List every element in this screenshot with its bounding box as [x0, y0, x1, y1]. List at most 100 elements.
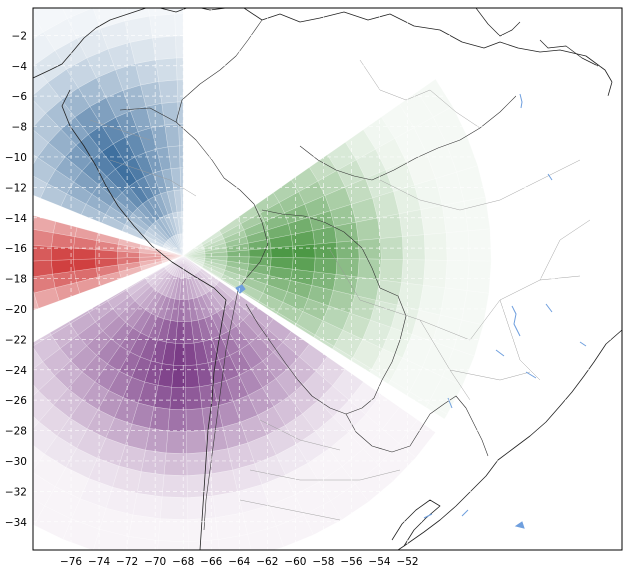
sector-cell-3 — [73, 247, 96, 260]
sector-cell-0 — [152, 35, 177, 60]
sector-cell-3 — [33, 245, 52, 262]
sector-cell-1 — [424, 232, 448, 261]
sector-cell-0 — [0, 120, 1, 152]
sector-cell-1 — [467, 228, 492, 262]
y-tick-label: −8 — [12, 122, 27, 134]
x-tick-label: −52 — [396, 556, 418, 568]
sector-cell-0 — [121, 8, 150, 22]
sector-cell-1 — [357, 258, 382, 281]
sector-cell-2 — [33, 347, 43, 370]
sector-cell-2 — [165, 430, 187, 454]
river-7 — [447, 397, 453, 409]
likelihood-rings — [0, 0, 492, 550]
atlantic-coastline — [397, 329, 622, 550]
sector-cell-1 — [445, 260, 470, 291]
sector-cell-1 — [335, 258, 360, 278]
sector-cell-1 — [336, 240, 360, 259]
sector-cell-2 — [157, 540, 189, 550]
y-tick-label: −34 — [5, 517, 27, 529]
sector-cell-3 — [33, 229, 54, 247]
x-tick-label: −58 — [312, 556, 334, 568]
south-america-coastline — [33, 8, 613, 550]
sector-cell-0 — [149, 13, 176, 39]
sector-cell-1 — [292, 244, 316, 259]
sector-cell-2 — [185, 408, 205, 432]
y-tick-label: −10 — [5, 152, 27, 164]
sector-cell-0 — [175, 35, 184, 59]
sector-cell-2 — [247, 525, 284, 550]
sector-cell-0 — [158, 79, 178, 104]
sector-cell-1 — [425, 402, 448, 420]
sector-cell-0 — [33, 8, 42, 13]
y-tick-label: −20 — [5, 304, 27, 316]
y-tick-label: −4 — [12, 61, 28, 73]
coastline-borders — [33, 8, 622, 550]
sector-cell-2 — [33, 384, 39, 397]
national-border-4 — [345, 395, 489, 457]
x-tick-label: −56 — [340, 556, 362, 568]
y-tick-label: −12 — [5, 182, 27, 194]
y-tick-label: −32 — [5, 486, 27, 498]
sector-cell-0 — [178, 123, 184, 146]
national-border-6 — [175, 19, 263, 123]
sector-cell-0 — [174, 13, 184, 37]
sector-cell-3 — [33, 260, 53, 278]
sector-cell-1 — [420, 205, 447, 235]
sector-cell-2 — [33, 444, 45, 471]
y-tick-label: −26 — [5, 395, 27, 407]
sector-cell-2 — [93, 529, 129, 550]
lakes-and-rivers — [235, 93, 587, 529]
y-tick-label: −24 — [5, 365, 27, 377]
x-tick-label: −62 — [256, 556, 278, 568]
sector-cell-1 — [402, 234, 426, 261]
y-tick-label: −6 — [12, 91, 28, 103]
sector-cell-2 — [136, 471, 165, 497]
sector-cell-2 — [160, 496, 188, 520]
x-tick-label: −72 — [116, 556, 138, 568]
river-3 — [511, 305, 521, 337]
sector-cell-2 — [132, 493, 163, 519]
sector-cell-2 — [169, 387, 187, 410]
x-tick-label: −76 — [60, 556, 82, 568]
river-2 — [547, 173, 553, 181]
sector-cell-2 — [217, 534, 252, 550]
sector-cell-2 — [33, 453, 67, 487]
sector-cell-0 — [92, 8, 125, 29]
sector-cell-2 — [161, 474, 188, 498]
y-tick-label: −30 — [5, 456, 27, 468]
sector-cell-2 — [184, 364, 200, 388]
sector-cell-0 — [33, 175, 48, 199]
panama-caribbean-coast — [475, 8, 599, 67]
sector-cell-3 — [33, 292, 39, 311]
sector-cell-2 — [187, 517, 219, 542]
sector-cell-0 — [33, 99, 46, 128]
river-4 — [495, 349, 537, 379]
x-tick-label: −68 — [172, 556, 194, 568]
national-border-3 — [203, 289, 239, 531]
y-tick-label: −14 — [5, 213, 27, 225]
sector-cell-0 — [33, 8, 68, 33]
sector-cell-0 — [0, 13, 7, 50]
lake-titicaca — [235, 284, 246, 294]
x-tick-label: −74 — [88, 556, 110, 568]
y-tick-label: −22 — [5, 334, 27, 346]
sector-cell-1 — [442, 200, 469, 233]
y-tick-label: −18 — [5, 274, 27, 286]
sector-cell-0 — [176, 79, 184, 103]
sector-cell-2 — [33, 415, 40, 429]
sector-cell-2 — [33, 472, 56, 507]
graticule-grid — [33, 8, 622, 550]
x-tick-label: −64 — [228, 556, 250, 568]
y-tick-label: −2 — [12, 30, 27, 42]
sector-cell-0 — [33, 129, 49, 158]
sector-cell-2 — [158, 518, 189, 542]
x-axis-ticks: −76 −74 −72 −70 −68 −66 −64 −62 −60 −58 −56 −54 −52 — [60, 556, 419, 568]
map-plot-area — [0, 0, 622, 550]
river-5 — [545, 303, 553, 313]
sector-cell-2 — [209, 469, 238, 497]
sector-cell-1 — [314, 257, 338, 275]
sector-cell-0 — [62, 8, 93, 19]
national-border-2 — [245, 209, 407, 415]
sector-cell-0 — [85, 0, 119, 8]
x-tick-label: −66 — [200, 556, 222, 568]
